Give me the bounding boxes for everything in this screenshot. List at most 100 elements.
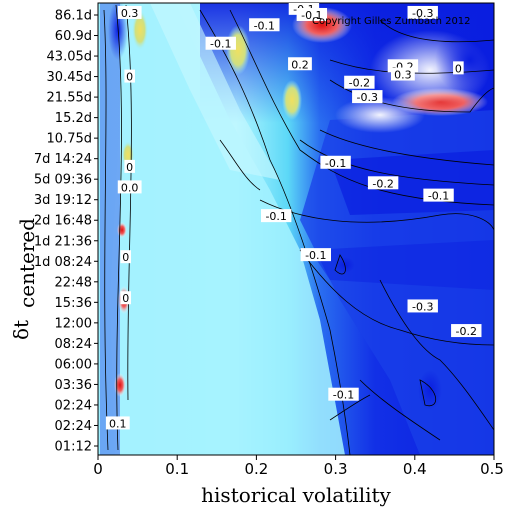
contour-label: -0.3 bbox=[407, 5, 438, 20]
contour-line bbox=[103, 9, 109, 451]
y-tick-label: 86.1d bbox=[55, 9, 92, 24]
heatmap-red-spot bbox=[117, 222, 127, 238]
contour-label-text: -0.3 bbox=[412, 300, 433, 313]
y-tick-label: 15:36 bbox=[55, 296, 92, 311]
contour-line bbox=[334, 254, 346, 275]
y-tick-label: 43.05d bbox=[47, 50, 92, 65]
heatmap-cyan-wedge bbox=[110, 3, 345, 455]
heatmap-deep-spot bbox=[435, 25, 494, 95]
contour-label-text: 0 bbox=[126, 71, 133, 84]
y-tick-label: 12:00 bbox=[55, 316, 92, 331]
contour-label: -0.1 bbox=[261, 209, 292, 223]
y-tick-label: 02:24 bbox=[55, 398, 92, 413]
contour-label-text: 0.3 bbox=[394, 69, 412, 82]
y-axis-title-sub: centered bbox=[15, 218, 39, 308]
y-axis-title: δt centered bbox=[9, 218, 39, 340]
contour-label-box bbox=[328, 387, 359, 401]
y-tick-label: 30.45d bbox=[47, 70, 92, 85]
contour-label-text: -0.1 bbox=[333, 389, 354, 402]
contour-line bbox=[219, 139, 261, 191]
y-axis-ticks: 86.1d 60.9d 43.05d 30.45d 21.55d 15.2d 10.75d 7… bbox=[34, 9, 98, 455]
contour-label-box bbox=[344, 75, 375, 89]
y-tick-label: 3d 19:12 bbox=[34, 193, 92, 208]
heatmap-blue-streak bbox=[310, 240, 494, 290]
contour-line bbox=[359, 379, 441, 441]
contour-label-box bbox=[117, 180, 142, 194]
contour-label-text: -0.3 bbox=[412, 7, 433, 20]
heatmap-yellow-spot bbox=[132, 10, 148, 50]
x-axis-title: historical volatility bbox=[201, 483, 391, 507]
copyright-text: Copyright Gilles Zumbach 2012 bbox=[312, 16, 471, 27]
contour-label-text: -0.2 bbox=[372, 177, 393, 190]
y-tick-label: 10.75d bbox=[47, 132, 92, 147]
heatmap-yellow-spot bbox=[282, 80, 302, 120]
contour-label-box bbox=[391, 67, 415, 81]
contour-label-box bbox=[249, 18, 280, 32]
contour-label-box bbox=[453, 61, 464, 75]
contour-label: -0.1 bbox=[423, 188, 454, 203]
contour-label-box bbox=[120, 291, 132, 305]
contour-line bbox=[299, 139, 494, 186]
x-tick-label: 0.4 bbox=[403, 460, 427, 478]
contour-label: 0.3 bbox=[117, 5, 142, 20]
contour-line bbox=[229, 9, 494, 206]
y-tick-label: 21.55d bbox=[47, 91, 92, 106]
contour-label-box bbox=[300, 248, 331, 262]
contour-line bbox=[379, 19, 494, 43]
contour-label-text: -0.1 bbox=[210, 38, 231, 51]
contour-label: -0.1 bbox=[205, 36, 236, 51]
y-tick-label: 06:00 bbox=[55, 357, 92, 372]
contour-label: 0.0 bbox=[117, 180, 142, 194]
y-tick-label: 03:36 bbox=[55, 378, 92, 393]
y-tick-label: 08:24 bbox=[55, 337, 92, 352]
contour-label: 0.2 bbox=[288, 57, 312, 71]
contour-label-text: -0.2 bbox=[456, 325, 477, 338]
contour-label-text: 0.3 bbox=[121, 7, 139, 20]
heatmap-red-spot bbox=[114, 373, 126, 397]
contour-label: -0.3 bbox=[352, 90, 383, 104]
contour-label-text: 0.1 bbox=[109, 417, 127, 430]
contour-label-box bbox=[105, 416, 130, 430]
contour-label: 0 bbox=[120, 291, 132, 305]
contour-label-box bbox=[451, 324, 482, 338]
y-axis-title-main: δt bbox=[9, 320, 33, 340]
contour-line bbox=[299, 249, 494, 346]
contour-label-text: -0.3 bbox=[357, 91, 378, 104]
contour-label-text: 0 bbox=[126, 161, 133, 174]
contour-label: -0.1 bbox=[328, 387, 359, 402]
contour-line bbox=[419, 379, 437, 407]
x-tick-label: 0.1 bbox=[165, 460, 189, 478]
heatmap-white-haze bbox=[335, 97, 425, 133]
contour-lines bbox=[103, 4, 494, 455]
y-tick-label: 1d 08:24 bbox=[34, 255, 92, 270]
contour-label-box bbox=[124, 159, 135, 173]
y-tick-label: 15.2d bbox=[55, 111, 92, 126]
y-tick-label: 60.9d bbox=[55, 29, 92, 44]
contour-label-text: -0.1 bbox=[301, 9, 322, 22]
y-tick-label: 1d 21:36 bbox=[34, 234, 92, 249]
contour-label-text: -0.1 bbox=[325, 157, 346, 170]
contour-label: 0 bbox=[124, 69, 135, 84]
contour-label-box bbox=[261, 209, 292, 223]
x-tick-label: 0 bbox=[93, 460, 103, 478]
x-tick-label: 0.2 bbox=[244, 460, 268, 478]
contour-label: -0.3 bbox=[407, 299, 438, 313]
x-tick-label: 0.3 bbox=[324, 460, 348, 478]
contour-label: -0.1 bbox=[300, 248, 331, 262]
contour-label: -0.2 bbox=[367, 176, 399, 190]
contour-label: 0.3 bbox=[391, 67, 415, 82]
y-tick-label: 22:48 bbox=[55, 275, 92, 290]
contour-line bbox=[379, 279, 494, 431]
contour-line bbox=[319, 129, 494, 166]
contour-label-box bbox=[320, 155, 351, 169]
contour-label-box bbox=[367, 176, 399, 190]
heatmap-cyan-streaks bbox=[150, 3, 280, 180]
x-axis-ticks: 0 0.1 0.2 0.3 0.4 0.5 bbox=[93, 455, 504, 478]
contour-label-text: 0.0 bbox=[121, 181, 139, 194]
contour-label-box bbox=[296, 8, 328, 21]
contour-label: 0 bbox=[124, 159, 135, 174]
contour-label-text: -0.1 bbox=[254, 19, 275, 32]
contour-label-text: -0.1 bbox=[428, 190, 449, 203]
contour-label: -0.1 bbox=[320, 155, 351, 170]
contour-label-text: 0 bbox=[122, 292, 129, 305]
